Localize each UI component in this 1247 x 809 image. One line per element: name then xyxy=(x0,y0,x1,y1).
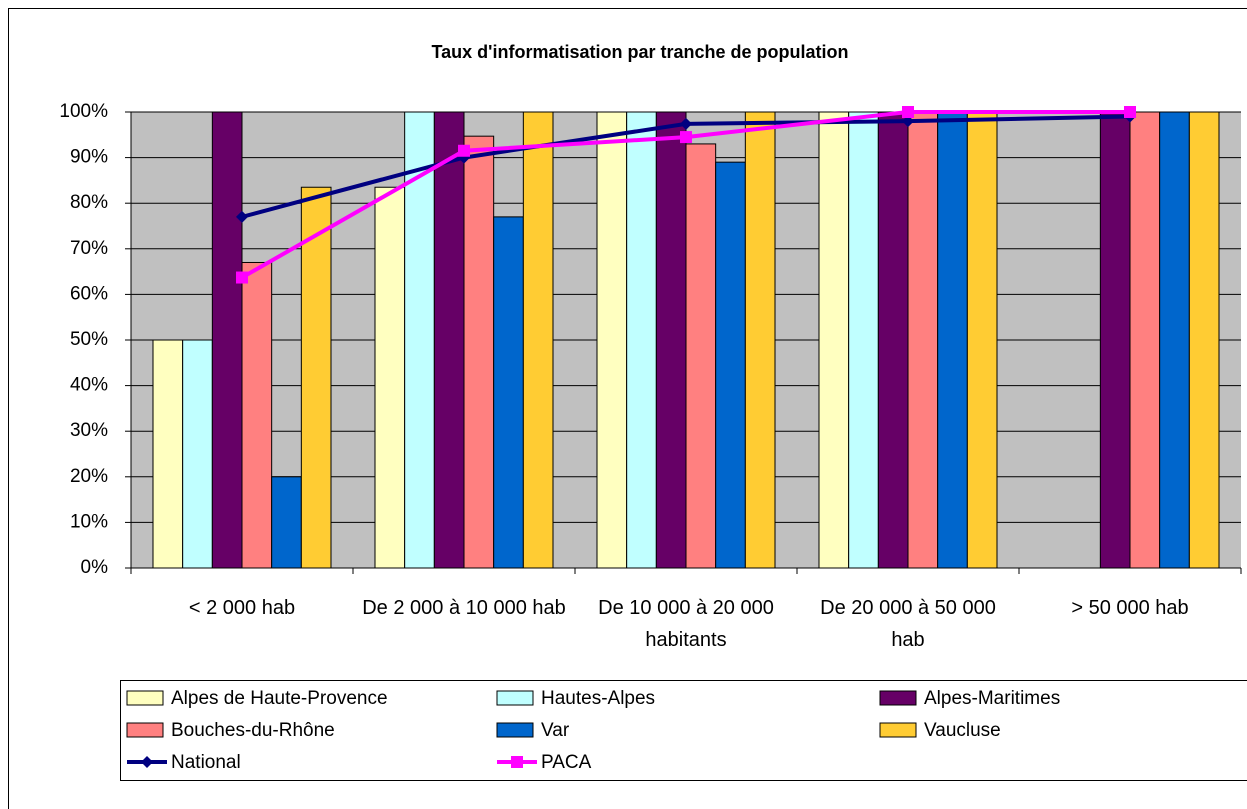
y-tick-label: 100% xyxy=(59,101,108,122)
line-point xyxy=(236,210,248,223)
bar xyxy=(300,186,332,569)
bar xyxy=(1129,111,1161,569)
line-point xyxy=(1124,106,1136,118)
legend-box xyxy=(120,680,1247,781)
legend-swatch xyxy=(126,690,164,706)
legend-marker xyxy=(511,756,523,768)
bar xyxy=(744,111,776,569)
bar xyxy=(848,111,879,569)
legend-label: Var xyxy=(541,720,570,741)
bar xyxy=(152,339,184,569)
bar xyxy=(966,111,998,569)
y-tick-label: 0% xyxy=(81,557,109,578)
legend-label: Alpes de Haute-Provence xyxy=(171,688,388,709)
x-tick-label: De 10 000 à 20 000 habitants xyxy=(598,597,774,651)
legend-swatch xyxy=(126,722,164,738)
bar xyxy=(596,111,628,569)
y-tick-label: 50% xyxy=(70,329,108,350)
legend-label: National xyxy=(171,752,241,773)
y-tick-label: 30% xyxy=(70,420,108,441)
legend-swatch xyxy=(879,690,917,706)
bar xyxy=(241,261,273,569)
legend-marker xyxy=(141,756,153,768)
line-point xyxy=(236,271,248,284)
bar xyxy=(493,216,524,569)
line-point xyxy=(458,144,470,157)
bar xyxy=(715,161,746,569)
bar xyxy=(182,339,213,569)
x-tick-label: De 20 000 à 50 000 hab xyxy=(820,597,996,651)
x-tick-label: < 2 000 hab xyxy=(188,597,296,619)
x-tick-label: > 50 000 hab xyxy=(1071,597,1189,619)
legend-label: Vaucluse xyxy=(924,720,1001,741)
bar xyxy=(937,111,968,569)
y-tick-label: 90% xyxy=(70,147,108,168)
legend-label: Alpes-Maritimes xyxy=(924,688,1060,709)
legend-swatch xyxy=(496,722,534,738)
line-point xyxy=(680,131,692,144)
bar xyxy=(1188,111,1220,569)
y-tick-label: 20% xyxy=(70,466,108,487)
bar xyxy=(626,111,657,569)
y-tick-label: 40% xyxy=(70,375,108,396)
bar xyxy=(433,111,465,569)
chart-title: Taux d'informatisation par tranche de po… xyxy=(432,42,849,62)
legend-swatch xyxy=(879,722,917,738)
bar xyxy=(818,111,850,569)
bar xyxy=(655,111,687,569)
bar xyxy=(463,135,495,569)
bar xyxy=(211,111,243,569)
y-tick-label: 10% xyxy=(70,511,108,532)
y-tick-label: 70% xyxy=(70,238,108,259)
y-tick-label: 60% xyxy=(70,283,108,304)
y-tick-label: 80% xyxy=(70,192,108,213)
bar xyxy=(907,111,939,569)
x-tick-label: De 2 000 à 10 000 hab xyxy=(362,597,566,619)
line-point xyxy=(902,106,914,118)
legend-swatch xyxy=(496,690,534,706)
bar xyxy=(1099,111,1131,569)
line-point xyxy=(680,117,692,130)
legend-label: PACA xyxy=(541,752,592,773)
legend-label: Hautes-Alpes xyxy=(541,688,655,709)
legend-label: Bouches-du-Rhône xyxy=(171,720,335,741)
bar xyxy=(685,143,717,569)
bar xyxy=(1159,111,1190,569)
bar xyxy=(404,111,435,569)
bar xyxy=(271,476,302,569)
line-point xyxy=(902,115,914,128)
bar xyxy=(522,111,554,569)
bar xyxy=(374,186,406,569)
bar xyxy=(877,111,909,569)
